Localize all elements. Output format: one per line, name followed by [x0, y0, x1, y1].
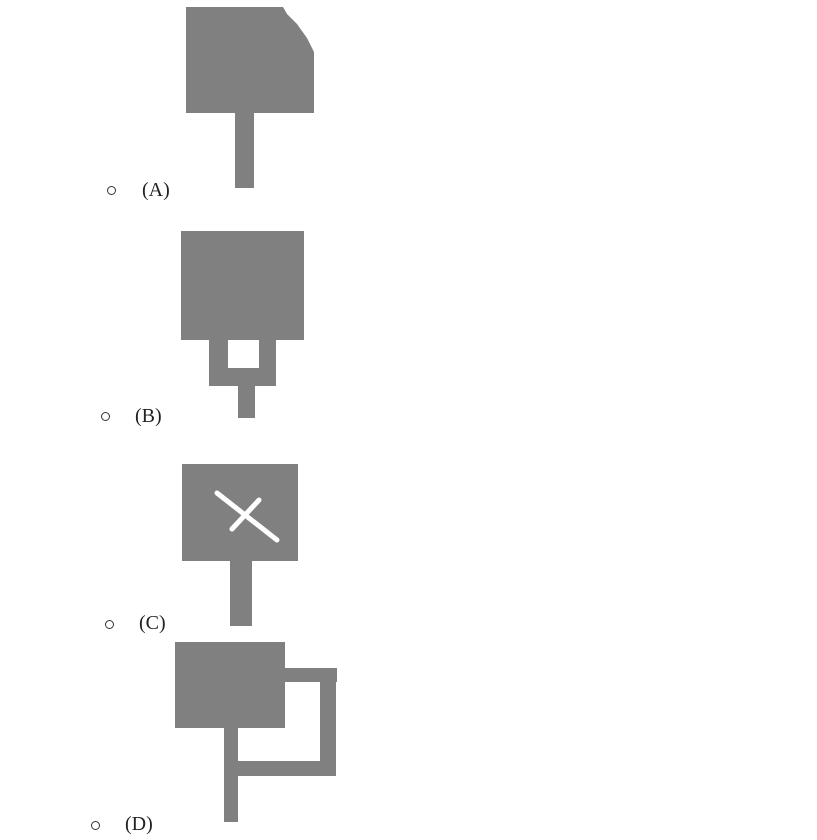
option-b-stem: [238, 383, 255, 418]
option-d-block: [175, 642, 285, 728]
option-a-figure: [186, 7, 314, 188]
option-a-radio[interactable]: [107, 186, 116, 195]
option-a-label: (A): [142, 179, 170, 201]
option-a[interactable]: (A): [0, 0, 817, 210]
option-b-bracket: [209, 340, 276, 386]
option-b-figure: [181, 231, 304, 418]
option-d-label: (D): [125, 813, 153, 835]
option-d-stem: [224, 728, 238, 822]
option-d-loop-bottom: [236, 761, 336, 776]
option-c-figure: [182, 464, 298, 626]
option-d-figure: [175, 642, 337, 822]
option-c-stem: [230, 561, 252, 626]
option-d[interactable]: (D): [0, 635, 817, 840]
option-b-label: (B): [135, 405, 162, 427]
option-c[interactable]: (C): [0, 455, 817, 655]
option-a-block-icon: [186, 7, 314, 113]
option-d-radio[interactable]: [91, 821, 100, 830]
option-b[interactable]: (B): [0, 220, 817, 430]
option-c-label: (C): [139, 612, 166, 634]
option-c-x-icon: [214, 490, 280, 543]
option-b-radio[interactable]: [101, 412, 110, 421]
option-a-stem: [235, 113, 254, 188]
option-c-radio[interactable]: [105, 620, 114, 629]
option-d-loop-right: [320, 668, 336, 776]
option-b-block: [181, 231, 304, 340]
